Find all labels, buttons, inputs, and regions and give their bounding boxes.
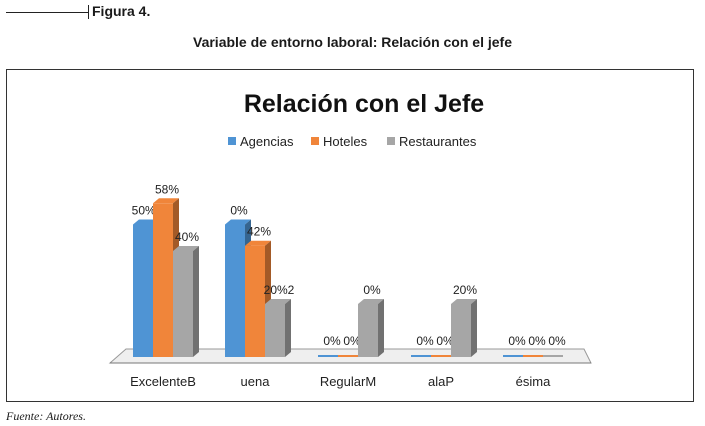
bar-chart: Relación con el Jefe Agencias Hoteles Resta… bbox=[108, 90, 592, 389]
category-label-5: ésima bbox=[516, 374, 551, 389]
data-label-2-2: 42% bbox=[247, 225, 271, 239]
data-label-5-1: 0% bbox=[508, 334, 526, 348]
category-label-1: ExcelenteB bbox=[130, 374, 196, 389]
figure-rule-tick bbox=[88, 5, 89, 19]
bar-2-2 bbox=[245, 245, 265, 357]
bar-4-2 bbox=[431, 355, 451, 357]
bar-top-2-2 bbox=[245, 240, 271, 246]
figure-label: Figura 4. bbox=[92, 3, 151, 19]
data-label-2-3: 20%2 bbox=[264, 283, 295, 297]
bar-side-2-3 bbox=[285, 299, 291, 357]
data-label-5-3: 0% bbox=[548, 334, 566, 348]
bar-top-3-3 bbox=[358, 299, 384, 304]
bar-3-3 bbox=[358, 304, 378, 357]
bar-3-1 bbox=[318, 355, 338, 357]
bar-2-3 bbox=[265, 304, 285, 357]
legend-swatch-1 bbox=[228, 137, 236, 145]
data-label-3-1: 0% bbox=[323, 334, 341, 348]
bar-5-3 bbox=[543, 355, 563, 357]
bar-4-3 bbox=[451, 304, 471, 357]
data-label-2-1: 0% bbox=[230, 204, 248, 218]
bar-top-1-1 bbox=[133, 219, 159, 225]
bar-side-4-3 bbox=[471, 299, 477, 357]
data-label-3-3: 0% bbox=[363, 283, 381, 297]
bar-1-3 bbox=[173, 251, 193, 357]
data-label-4-3: 20% bbox=[453, 283, 477, 297]
figure-rule bbox=[6, 12, 88, 13]
source-note: Fuente: Autores. bbox=[6, 409, 86, 423]
category-label-4: alaP bbox=[428, 374, 454, 389]
bar-top-2-3 bbox=[265, 299, 291, 304]
data-label-4-2: 0% bbox=[436, 334, 454, 348]
bar-1-2 bbox=[153, 203, 173, 357]
legend-label-1: Agencias bbox=[240, 134, 294, 149]
data-label-1-2: 58% bbox=[155, 182, 179, 196]
category-label-3: RegularM bbox=[320, 374, 376, 389]
chart-title: Relación con el Jefe bbox=[244, 90, 484, 118]
data-label-4-1: 0% bbox=[416, 334, 434, 348]
bar-side-1-3 bbox=[193, 246, 199, 357]
bar-5-2 bbox=[523, 355, 543, 357]
bar-2-1 bbox=[225, 224, 245, 357]
data-label-1-3: 40% bbox=[175, 230, 199, 244]
legend-label-3: Restaurantes bbox=[399, 134, 477, 149]
legend-swatch-2 bbox=[311, 137, 319, 145]
bar-4-1 bbox=[411, 355, 431, 357]
category-label-2: uena bbox=[241, 374, 271, 389]
figure-caption: Variable de entorno laboral: Relación co… bbox=[193, 34, 512, 50]
bar-3-2 bbox=[338, 355, 358, 357]
legend-label-2: Hoteles bbox=[323, 134, 368, 149]
bar-top-2-1 bbox=[225, 219, 251, 225]
bar-top-1-3 bbox=[173, 246, 199, 251]
bar-side-3-3 bbox=[378, 299, 384, 357]
chart-frame bbox=[6, 69, 694, 402]
bar-top-4-3 bbox=[451, 299, 477, 304]
data-label-3-2: 0% bbox=[343, 334, 361, 348]
bar-1-1 bbox=[133, 224, 153, 357]
bar-5-1 bbox=[503, 355, 523, 357]
legend-swatch-3 bbox=[387, 137, 395, 145]
bar-top-1-2 bbox=[153, 198, 179, 204]
data-label-5-2: 0% bbox=[528, 334, 546, 348]
